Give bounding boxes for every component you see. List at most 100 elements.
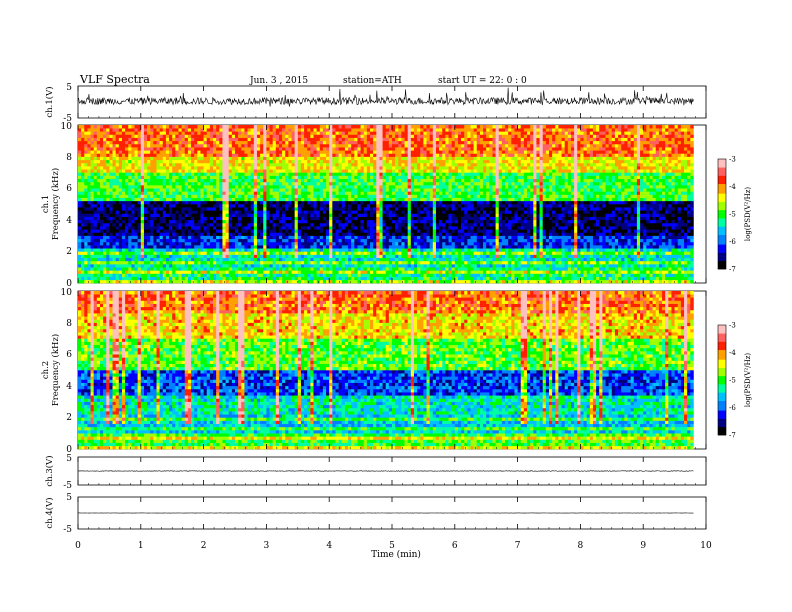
spectrogram-cell xyxy=(194,128,198,132)
spectrogram-cell xyxy=(291,232,295,236)
spectrogram-cell xyxy=(272,213,277,217)
spectrogram-cell xyxy=(125,162,129,167)
spectrogram-cell xyxy=(209,125,214,129)
spectrogram-cell xyxy=(106,245,110,249)
spectrogram-cell xyxy=(194,159,198,164)
spectrogram-cell xyxy=(338,175,343,180)
spectrogram-cell xyxy=(304,156,308,161)
spectrogram-cell xyxy=(131,241,135,246)
spectrogram-cell xyxy=(125,273,129,277)
spectrogram-cell xyxy=(225,222,230,227)
spectrogram-cell xyxy=(156,210,160,214)
spectrogram-cell xyxy=(231,207,236,211)
spectrogram-cell xyxy=(115,191,120,195)
spectrogram-cell xyxy=(206,172,211,176)
spectrogram-cell xyxy=(156,257,160,262)
spectrogram-cell xyxy=(263,241,267,246)
spectrogram-cell xyxy=(256,191,261,195)
spectrogram-cell xyxy=(244,260,248,265)
spectrogram-cell xyxy=(363,169,368,173)
spectrogram-cell xyxy=(90,150,94,154)
spectrogram-cell xyxy=(121,143,126,148)
spectrogram-cell xyxy=(216,150,220,154)
spectrogram-cell xyxy=(244,162,248,167)
spectrogram-cell xyxy=(316,156,321,161)
spectrogram-cell xyxy=(332,251,336,255)
spectrogram-cell xyxy=(109,137,113,142)
spectrogram-cell xyxy=(244,238,248,243)
spectrogram-cell xyxy=(162,128,167,132)
spectrogram-cell xyxy=(285,169,289,173)
spectrogram-cell xyxy=(121,260,126,265)
spectrogram-cell xyxy=(181,200,186,205)
spectrogram-cell xyxy=(269,188,273,192)
spectrogram-cell xyxy=(307,207,311,211)
spectrogram-cell xyxy=(376,153,380,157)
spectrogram-cell xyxy=(385,194,390,198)
spectrogram-cell xyxy=(150,169,154,173)
spectrogram-cell xyxy=(269,273,273,277)
spectrogram-cell xyxy=(118,147,123,151)
spectrogram-cell xyxy=(81,178,85,183)
spectrogram-cell xyxy=(266,128,270,132)
spectrogram-cell xyxy=(253,137,258,142)
spectrogram-cell xyxy=(96,166,101,170)
spectrogram-cell xyxy=(319,216,324,221)
spectrogram-cell xyxy=(373,267,377,271)
spectrogram-cell xyxy=(247,166,251,170)
spectrogram-cell xyxy=(278,207,283,211)
spectrogram-cell xyxy=(200,279,204,284)
spectrogram-cell xyxy=(322,232,327,236)
spectrogram-cell xyxy=(87,267,91,271)
spectrogram-cell xyxy=(197,222,201,227)
spectrogram-cell xyxy=(275,169,280,173)
spectrogram-cell xyxy=(162,172,167,176)
spectrogram-cell xyxy=(348,153,352,157)
spectrogram-cell xyxy=(219,260,223,265)
spectrogram-cell xyxy=(291,178,295,183)
spectrogram-cell xyxy=(297,169,302,173)
spectrogram-cell xyxy=(269,181,273,186)
spectrogram-cell xyxy=(344,153,349,157)
spectrogram-cell xyxy=(109,194,113,198)
spectrogram-cell xyxy=(184,162,189,167)
spectrogram-cell xyxy=(256,147,261,151)
spectrogram-cell xyxy=(313,137,317,142)
spectrogram-cell xyxy=(357,207,361,211)
spectrogram-cell xyxy=(341,254,346,259)
spectrogram-cell xyxy=(297,219,302,224)
spectrogram-cell xyxy=(335,188,339,192)
spectrogram-cell xyxy=(322,153,327,157)
spectrogram-cell xyxy=(341,128,346,132)
spectrogram-cell xyxy=(313,213,317,217)
spectrogram-cell xyxy=(344,200,349,205)
spectrogram-cell xyxy=(291,229,295,233)
spectrogram-cell xyxy=(269,191,273,195)
spectrogram-cell xyxy=(191,178,195,183)
spectrogram-cell xyxy=(366,229,371,233)
spectrogram-cell xyxy=(147,238,151,243)
spectrogram-cell xyxy=(162,273,167,277)
spectrogram-cell xyxy=(200,219,204,224)
spectrogram-cell xyxy=(128,232,132,236)
spectrogram-cell xyxy=(244,194,248,198)
spectrogram-cell xyxy=(304,147,308,151)
spectrogram-cell xyxy=(260,257,264,262)
spectrogram-cell xyxy=(338,279,343,284)
spectrogram-cell xyxy=(187,279,192,284)
spectrogram-cell xyxy=(90,251,94,255)
spectrogram-cell xyxy=(250,229,255,233)
spectrogram-cell xyxy=(153,162,157,167)
spectrogram-cell xyxy=(213,147,217,151)
spectrogram-cell xyxy=(310,273,314,277)
spectrogram-cell xyxy=(225,257,230,262)
spectrogram-cell xyxy=(291,143,295,148)
spectrogram-cell xyxy=(99,194,104,198)
spectrogram-cell xyxy=(294,153,299,157)
spectrogram-cell xyxy=(90,213,94,217)
spectrogram-cell xyxy=(147,188,151,192)
spectrogram-cell xyxy=(275,210,280,214)
spectrogram-cell xyxy=(143,254,148,259)
spectrogram-cell xyxy=(238,194,242,198)
spectrogram-cell xyxy=(175,235,179,240)
